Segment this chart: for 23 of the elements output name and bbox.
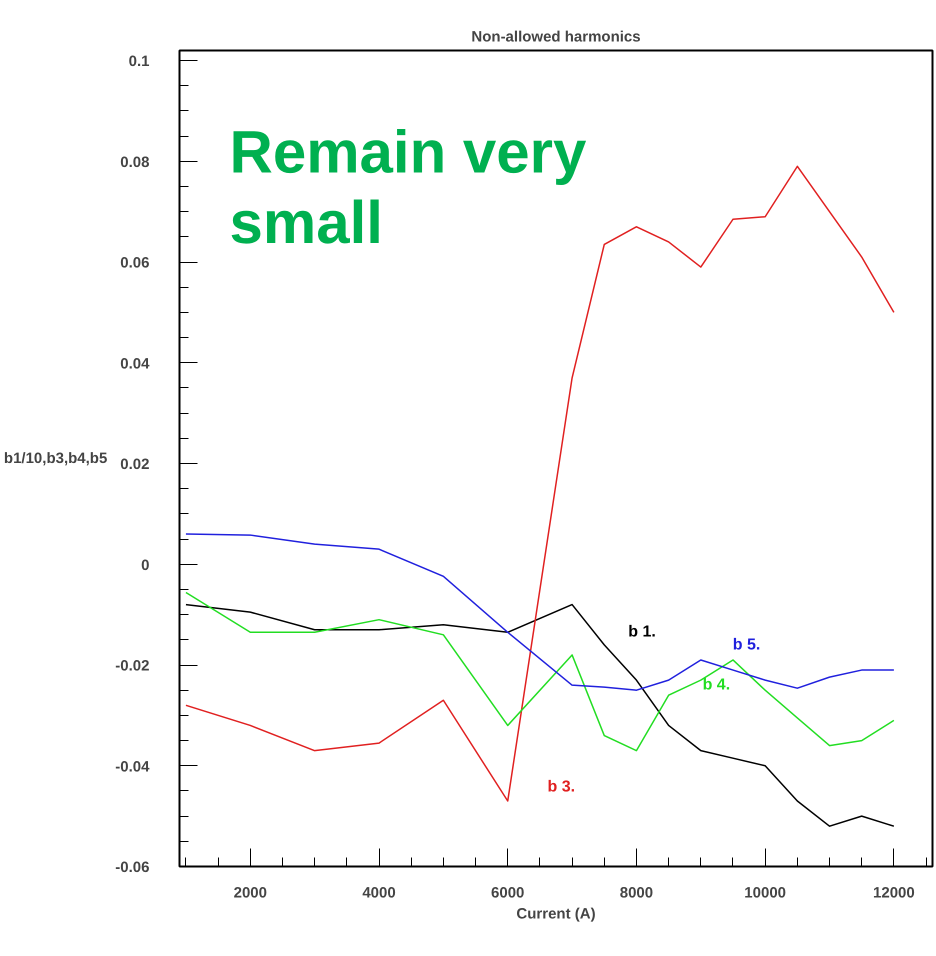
- x-tick-label: 8000: [620, 884, 654, 902]
- x-tick-label: 12000: [873, 884, 915, 902]
- x-tick-label: 2000: [234, 884, 267, 902]
- text: b 3.: [548, 778, 576, 796]
- x-tick-label: 10000: [744, 884, 786, 902]
- chart-title: Non-allowed harmonics: [471, 28, 641, 46]
- y-tick-label: 0: [141, 556, 150, 574]
- series-label: b 5.: [732, 636, 760, 654]
- y-axis-title: b1/10,b3,b4,b5: [4, 450, 108, 467]
- y-tick-label: -0.04: [115, 758, 150, 776]
- x-tick-label: 4000: [362, 884, 396, 902]
- y-tick-label: -0.06: [115, 859, 150, 876]
- y-tick-label: 0.02: [120, 456, 150, 474]
- y-tick-label: 0.08: [120, 154, 150, 171]
- series-label: b 4.: [702, 676, 730, 694]
- annotation: Remain very small: [230, 118, 587, 256]
- y-tick-label: 0.06: [120, 254, 150, 272]
- y-tick-label: 0.04: [120, 355, 150, 372]
- y-tick-label: -0.02: [115, 658, 150, 675]
- x-tick-label: 6000: [491, 884, 524, 902]
- x-axis-title: Current (A): [516, 906, 596, 922]
- series-label: b 1.: [628, 624, 656, 641]
- y-tick-label: 0.1: [128, 53, 150, 70]
